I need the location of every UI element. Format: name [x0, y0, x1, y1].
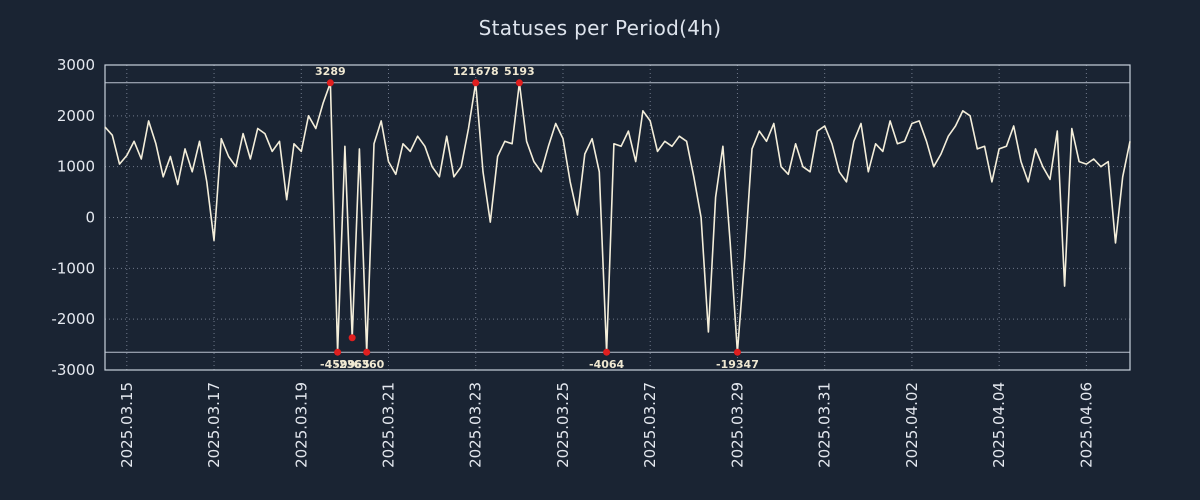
- y-tick-label: -3000: [51, 361, 95, 379]
- x-tick-label: 2025.04.06: [1077, 382, 1095, 468]
- extreme-label: 5193: [504, 65, 535, 78]
- plot-border: [104, 64, 1131, 371]
- x-tick-label: 2025.03.15: [118, 382, 136, 468]
- extreme-marker: [326, 79, 334, 87]
- extreme-label: 121678: [453, 65, 499, 78]
- x-tick-label: 2025.03.23: [467, 382, 485, 468]
- x-tick-label: 2025.03.27: [641, 382, 659, 468]
- extreme-marker: [348, 334, 356, 342]
- extreme-marker: [334, 348, 342, 356]
- x-tick-label: 2025.03.19: [292, 382, 310, 468]
- extreme-label: -4599: [320, 358, 355, 371]
- extreme-label: -2365: [335, 358, 370, 371]
- x-tick-label: 2025.03.29: [728, 382, 746, 468]
- y-tick-label: 3000: [57, 56, 95, 74]
- x-tick-label: 2025.04.02: [903, 382, 921, 468]
- series-line: [104, 82, 1131, 353]
- extreme-label: -4064: [589, 358, 625, 371]
- y-tick-label: 0: [85, 209, 95, 227]
- y-tick-label: 2000: [57, 107, 95, 125]
- y-tick-label: -2000: [51, 310, 95, 328]
- extreme-marker: [515, 79, 523, 87]
- extreme-marker: [472, 79, 480, 87]
- x-tick-label: 2025.03.17: [205, 382, 223, 468]
- extreme-marker: [733, 348, 741, 356]
- extreme-label: -6360: [349, 358, 385, 371]
- extreme-marker: [363, 348, 371, 356]
- x-tick-label: 2025.03.21: [380, 382, 398, 468]
- extreme-label: 3289: [315, 65, 346, 78]
- chart-title: Statuses per Period(4h): [478, 16, 722, 40]
- x-tick-label: 2025.04.04: [990, 382, 1008, 468]
- x-tick-label: 2025.03.31: [816, 382, 834, 468]
- extreme-label: -19347: [716, 358, 759, 371]
- x-tick-label: 2025.03.25: [554, 382, 572, 468]
- y-tick-label: 1000: [57, 158, 95, 176]
- y-tick-label: -1000: [51, 259, 95, 277]
- extreme-marker: [603, 348, 611, 356]
